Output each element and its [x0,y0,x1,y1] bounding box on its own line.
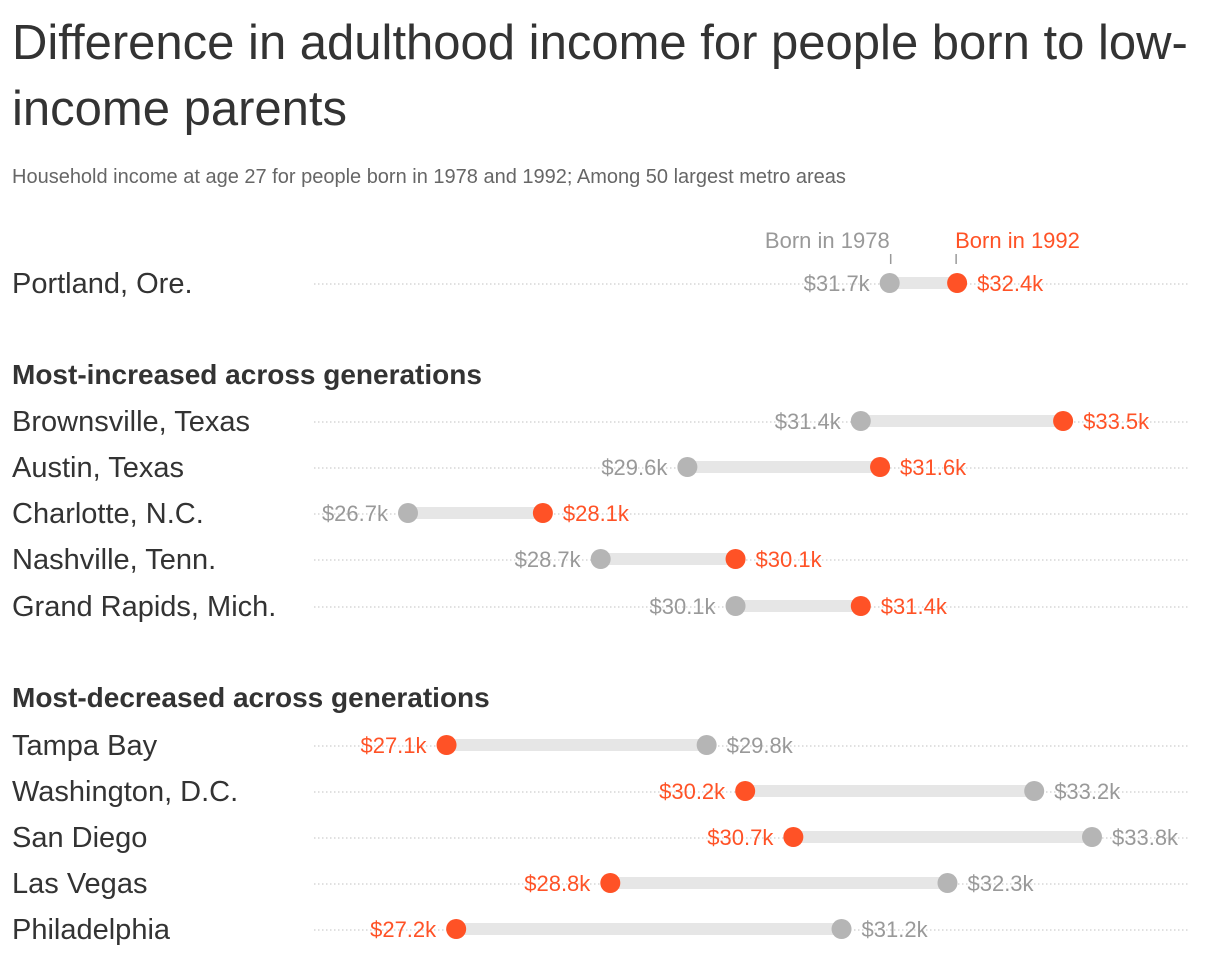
legend-label-1978: Born in 1978 [765,228,890,253]
dot-born-1978 [831,919,852,939]
dot-born-1992 [850,596,871,616]
metro-label: Tampa Bay [12,730,158,762]
dot-born-1992 [783,827,804,847]
value-label-1978: $29.6k [601,455,668,480]
metro-label: Charlotte, N.C. [12,498,204,530]
value-label-1978: $30.1k [649,594,716,619]
dot-born-1978 [850,411,871,431]
dot-born-1978 [879,273,900,293]
value-label-1992: $28.8k [524,871,591,896]
dot-born-1978 [696,735,717,755]
value-label-1992: $30.2k [659,779,726,804]
value-label-1978: $32.3k [967,871,1034,896]
dot-born-1992 [436,735,457,755]
dot-born-1978 [398,503,418,523]
dot-born-1992 [725,549,746,569]
value-label-1992: $32.4k [977,271,1044,296]
dot-born-1978 [937,873,958,893]
legend-label-1992: Born in 1992 [955,228,1080,253]
value-label-1978: $31.4k [775,409,842,434]
metro-label: Nashville, Tenn. [12,544,216,576]
metro-label: Washington, D.C. [12,776,238,808]
metro-label: Grand Rapids, Mich. [12,591,276,623]
value-label-1978: $26.7k [322,501,389,526]
value-label-1992: $27.2k [370,917,437,942]
value-label-1992: $31.6k [900,455,967,480]
value-label-1978: $33.2k [1054,779,1121,804]
value-label-1992: $28.1k [563,501,630,526]
value-label-1978: $33.8k [1112,825,1179,850]
group-heading: Most-increased across generations [12,359,482,390]
dot-born-1992 [735,781,756,801]
value-label-1992: $33.5k [1083,409,1150,434]
value-label-1992: $30.7k [707,825,774,850]
dot-born-1978 [677,457,698,477]
dot-born-1992 [947,273,968,293]
metro-label: San Diego [12,822,147,854]
value-label-1978: $31.2k [862,917,929,942]
chart-title: Difference in adulthood income for peopl… [12,16,1188,136]
dot-born-1978 [1024,781,1045,801]
dot-born-1992 [600,873,621,893]
metro-label: Austin, Texas [12,452,184,484]
dot-born-1992 [532,503,553,523]
dot-born-1978 [1082,827,1102,847]
value-label-1978: $31.7k [804,271,871,296]
metro-label: Brownsville, Texas [12,406,250,438]
group-heading: Most-decreased across generations [12,682,490,713]
value-label-1992: $30.1k [756,547,823,572]
chart-subtitle: Household income at age 27 for people bo… [12,166,846,188]
dot-born-1978 [590,549,611,569]
dot-born-1992 [870,457,891,477]
dot-born-1992 [1053,411,1074,431]
metro-label: Philadelphia [12,914,171,946]
metro-label: Las Vegas [12,868,147,900]
value-label-1992: $27.1k [360,733,427,758]
dot-born-1978 [725,596,746,616]
dot-born-1992 [446,919,467,939]
value-label-1978: $28.7k [515,547,582,572]
value-label-1978: $29.8k [727,733,794,758]
value-label-1992: $31.4k [881,594,948,619]
metro-label: Portland, Ore. [12,268,193,300]
